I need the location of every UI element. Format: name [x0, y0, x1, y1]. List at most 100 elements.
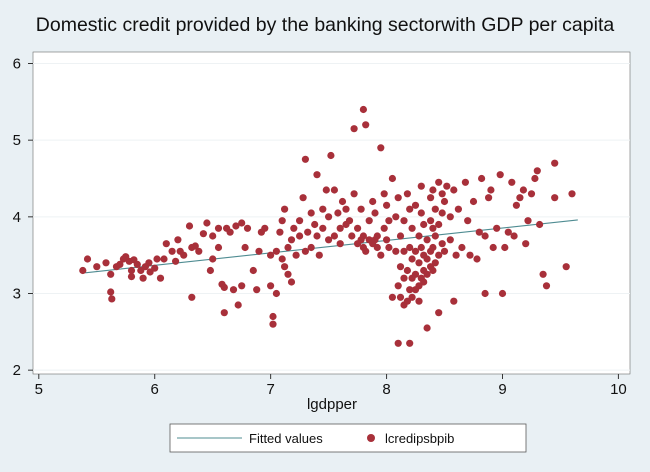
scatter-point	[319, 224, 327, 232]
scatter-point	[79, 266, 87, 275]
y-tick-label: 3	[13, 286, 21, 303]
scatter-point	[304, 228, 312, 236]
scatter-point	[348, 232, 356, 240]
scatter-point	[334, 209, 342, 217]
scatter-point	[396, 293, 405, 301]
scatter-point	[464, 217, 472, 225]
scatter-point	[209, 232, 217, 240]
scatter-point	[229, 286, 238, 294]
scatter-point	[255, 247, 263, 255]
scatter-point	[336, 224, 344, 232]
x-tick-label: 10	[610, 381, 627, 398]
scatter-point	[220, 309, 228, 317]
scatter-point	[214, 243, 223, 252]
scatter-point	[429, 266, 437, 275]
scatter-point	[415, 232, 423, 240]
scatter-point	[469, 197, 478, 206]
scatter-point	[362, 121, 370, 129]
scatter-point	[338, 197, 347, 206]
scatter-point	[272, 247, 280, 255]
scatter-point	[536, 220, 544, 229]
scatter-point	[319, 205, 327, 213]
scatter-point	[153, 255, 161, 263]
legend: Fitted values lcredipsbpib	[169, 423, 527, 453]
scatter-point	[481, 232, 489, 240]
scatter-point	[234, 301, 242, 309]
scatter-point	[325, 236, 333, 244]
scatter-point	[133, 260, 141, 268]
scatter-point	[481, 289, 489, 298]
scatter-point	[417, 243, 425, 252]
scatter-points-layer	[79, 105, 576, 347]
scatter-point	[438, 240, 446, 248]
scatter-point	[461, 178, 469, 186]
scatter-point	[403, 190, 411, 198]
scatter-point	[145, 259, 153, 267]
scatter-point	[429, 224, 437, 232]
scatter-point	[195, 247, 203, 255]
scatter-point	[427, 217, 435, 225]
scatter-point	[226, 228, 234, 236]
scatter-point	[446, 236, 454, 244]
scatter-point	[301, 155, 309, 163]
scatter-point	[431, 232, 439, 240]
scatter-point	[475, 228, 483, 236]
scatter-point	[278, 255, 286, 263]
scatter-point	[443, 182, 451, 190]
scatter-point	[162, 240, 170, 248]
scatter-point	[281, 263, 289, 271]
scatter-point	[287, 278, 296, 286]
scatter-point	[313, 171, 321, 179]
scatter-point	[350, 125, 358, 133]
scatter-point	[440, 197, 449, 206]
scatter-point	[261, 224, 269, 232]
legend-label-points: lcredipsbpib	[385, 431, 454, 446]
scatter-point	[431, 205, 439, 213]
scatter-point	[365, 217, 373, 225]
scatter-point	[435, 178, 443, 186]
scatter-point	[267, 282, 275, 290]
scatter-point	[423, 270, 431, 278]
scatter-point	[345, 217, 354, 225]
scatter-point	[108, 295, 116, 303]
scatter-point	[160, 255, 168, 263]
scatter-point	[551, 194, 559, 202]
scatter-point	[435, 220, 443, 229]
scatter-point	[371, 209, 379, 217]
scatter-point	[284, 243, 292, 252]
scatter-point	[342, 205, 350, 213]
scatter-point	[232, 222, 240, 230]
scatter-point	[408, 224, 416, 232]
scatter-point	[458, 243, 466, 252]
scatter-point	[206, 266, 214, 275]
scatter-point	[287, 236, 296, 244]
scatter-point	[485, 194, 493, 202]
scatter-point	[562, 263, 570, 271]
scatter-point	[191, 242, 199, 250]
scatter-point	[417, 182, 425, 190]
scatter-point	[172, 257, 180, 265]
x-axis-label: lgdpper	[307, 396, 357, 413]
scatter-point	[478, 174, 486, 183]
scatter-point	[377, 144, 385, 152]
y-tick-label: 2	[13, 362, 21, 379]
scatter-point	[454, 205, 462, 213]
scatter-point	[220, 283, 228, 291]
x-tick-label: 6	[151, 381, 159, 398]
scatter-point	[203, 219, 211, 227]
scatter-point	[296, 217, 304, 225]
scatter-point	[510, 232, 518, 240]
scatter-point	[269, 312, 277, 321]
scatter-point	[531, 174, 539, 183]
scatter-point	[385, 243, 393, 252]
scatter-point	[394, 339, 402, 347]
scatter-point	[269, 320, 277, 328]
scatter-point	[377, 251, 385, 259]
scatter-point	[388, 293, 396, 301]
scatter-point	[392, 213, 400, 221]
scatter-point	[243, 224, 252, 232]
scatter-point	[417, 209, 425, 217]
scatter-point	[238, 219, 246, 227]
scatter-point	[512, 201, 521, 209]
